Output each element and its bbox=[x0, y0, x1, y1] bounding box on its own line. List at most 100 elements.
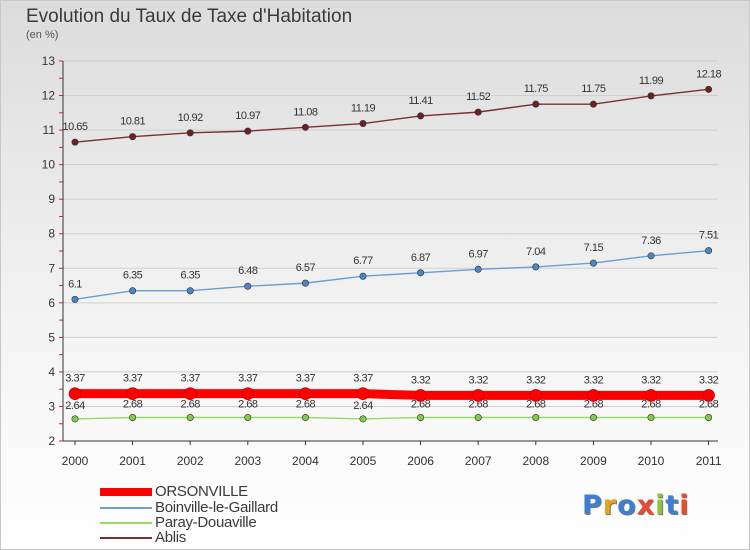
data-label: 3.37 bbox=[180, 373, 200, 385]
legend-label: Boinville-le-Gaillard bbox=[155, 499, 278, 516]
data-label: 12.18 bbox=[696, 68, 721, 80]
data-point bbox=[183, 387, 197, 400]
y-tick-label: 8 bbox=[48, 227, 55, 241]
data-label: 6.87 bbox=[411, 252, 431, 264]
data-label: 10.81 bbox=[120, 116, 145, 128]
data-point bbox=[417, 269, 425, 277]
data-point bbox=[126, 387, 139, 400]
data-label: 6.48 bbox=[238, 265, 258, 277]
legend-label: Paray-Douaville bbox=[155, 514, 257, 531]
data-label: 7.51 bbox=[699, 230, 719, 242]
y-tick-label: 10 bbox=[42, 158, 56, 172]
legend-swatch-paray-douaville bbox=[100, 521, 152, 524]
data-point bbox=[471, 389, 485, 402]
data-label: 2.68 bbox=[411, 399, 431, 411]
data-point bbox=[244, 282, 252, 290]
data-point bbox=[71, 295, 79, 303]
data-point bbox=[71, 138, 79, 146]
data-point bbox=[474, 414, 482, 422]
legend-swatch-orsonville bbox=[100, 487, 152, 496]
logo-letter: i bbox=[655, 490, 666, 521]
data-point bbox=[356, 387, 370, 400]
data-point bbox=[301, 279, 309, 287]
logo-letter: o bbox=[617, 490, 637, 521]
data-label: 2.68 bbox=[238, 399, 258, 411]
legend-swatch-ablis bbox=[100, 536, 152, 539]
data-point bbox=[301, 123, 309, 131]
y-tick-label: 13 bbox=[42, 54, 56, 68]
data-label: 3.32 bbox=[699, 374, 719, 386]
logo-letter: r bbox=[602, 490, 618, 521]
data-label: 2.68 bbox=[584, 399, 604, 411]
data-point bbox=[186, 129, 194, 137]
data-point bbox=[647, 92, 655, 100]
data-point bbox=[359, 272, 367, 280]
series-ablis: 10.65 10.81 10.92 10.97 11.08 11.19 11.41 11.52… bbox=[62, 68, 722, 146]
data-label: 3.37 bbox=[65, 373, 85, 385]
legend-label: ORSONVILLE bbox=[155, 483, 248, 500]
data-label: 2.68 bbox=[526, 399, 546, 411]
data-label: 6.1 bbox=[68, 278, 82, 290]
data-point bbox=[301, 414, 309, 422]
data-label: 3.32 bbox=[641, 374, 661, 386]
data-label: 11.99 bbox=[639, 75, 664, 87]
x-tick-label: 2005 bbox=[350, 454, 377, 468]
data-point bbox=[129, 414, 137, 422]
x-tick-label: 2000 bbox=[62, 454, 89, 468]
data-label: 2.68 bbox=[641, 399, 661, 411]
legend-swatch-boinville-le-gaillard bbox=[100, 506, 152, 509]
x-tick-label: 2011 bbox=[696, 454, 722, 468]
data-point bbox=[186, 414, 194, 422]
data-point bbox=[68, 387, 82, 400]
y-tick-label: 3 bbox=[48, 399, 55, 413]
data-label: 3.37 bbox=[296, 373, 316, 385]
x-tick-label: 2007 bbox=[465, 454, 492, 468]
data-label: 11.52 bbox=[466, 91, 491, 103]
chart-title: Evolution du Taux de Taxe d'Habitation bbox=[26, 6, 353, 27]
y-tick-label: 2 bbox=[48, 434, 55, 448]
x-tick-label: 2009 bbox=[580, 454, 607, 468]
data-label: 3.32 bbox=[526, 374, 546, 386]
data-point bbox=[587, 389, 600, 402]
data-point bbox=[589, 259, 597, 267]
data-label: 3.37 bbox=[238, 373, 258, 385]
data-point bbox=[647, 414, 655, 422]
logo-letter: x bbox=[636, 490, 656, 521]
data-point bbox=[705, 85, 713, 93]
data-label: 3.32 bbox=[468, 374, 488, 386]
data-point bbox=[532, 100, 540, 108]
data-label: 6.77 bbox=[353, 255, 373, 267]
x-tick-label: 2010 bbox=[638, 454, 665, 468]
data-label: 11.75 bbox=[581, 83, 606, 95]
data-label: 3.32 bbox=[584, 374, 604, 386]
data-point bbox=[647, 252, 655, 260]
data-label: 2.68 bbox=[699, 399, 719, 411]
x-tick-label: 2006 bbox=[407, 454, 434, 468]
data-label: 11.08 bbox=[293, 106, 318, 118]
data-point bbox=[241, 387, 255, 400]
legend-label: Ablis bbox=[155, 529, 187, 546]
data-label: 3.32 bbox=[411, 374, 431, 386]
legend-item-ablis: Ablis bbox=[100, 529, 187, 546]
series-line bbox=[74, 88, 710, 143]
data-label: 10.97 bbox=[235, 110, 260, 122]
data-label: 7.36 bbox=[641, 235, 661, 247]
data-point bbox=[129, 287, 137, 295]
data-point bbox=[532, 263, 540, 271]
data-point bbox=[705, 414, 713, 422]
data-point bbox=[417, 414, 425, 422]
logo-letter: P bbox=[582, 490, 603, 521]
data-label: 10.65 bbox=[62, 121, 87, 133]
data-point bbox=[244, 127, 252, 135]
data-point bbox=[71, 415, 79, 423]
y-tick-label: 6 bbox=[48, 296, 55, 310]
data-point bbox=[702, 389, 715, 402]
y-tick-label: 9 bbox=[48, 192, 55, 206]
legend-item-paray-douaville: Paray-Douaville bbox=[100, 514, 257, 531]
data-label: 7.04 bbox=[526, 246, 546, 258]
proxiti-logo: Proxiti bbox=[582, 490, 690, 521]
data-point bbox=[359, 415, 367, 423]
data-point bbox=[359, 120, 367, 128]
data-label: 6.35 bbox=[123, 270, 143, 282]
